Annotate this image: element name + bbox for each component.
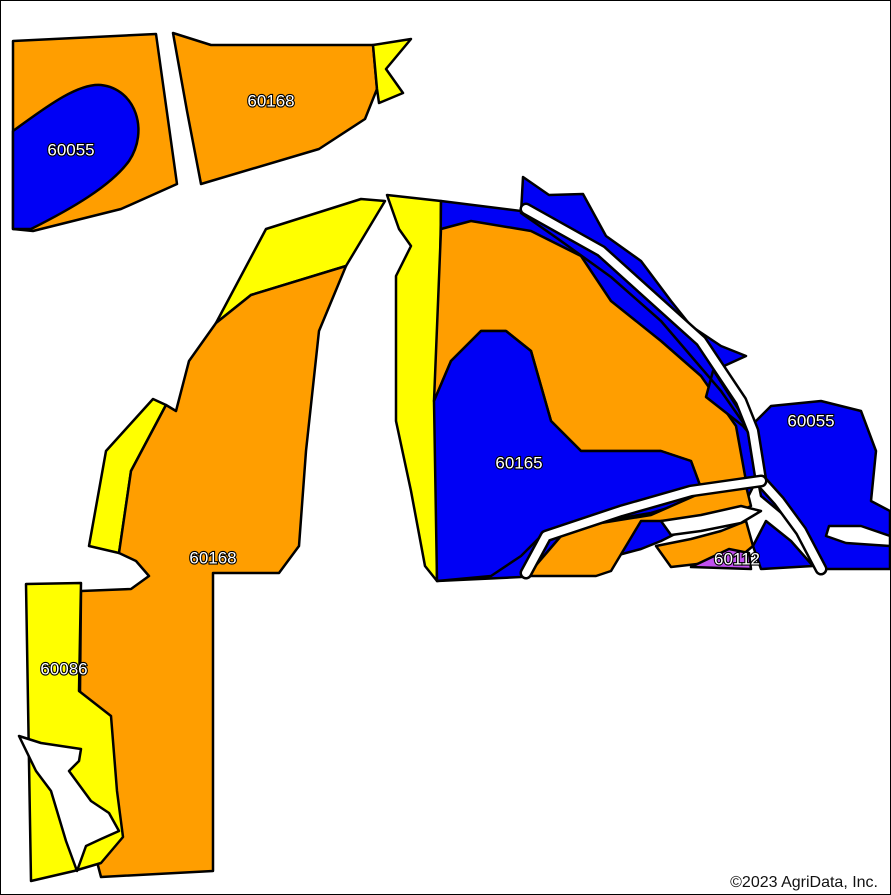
map-label-purple: 60112 (714, 549, 760, 568)
copyright-notice: ©2023 AgriData, Inc. (728, 874, 880, 892)
se-white-notch (659, 504, 763, 537)
soil-polygon-nw-blue[interactable] (11, 83, 140, 231)
sw-white-cutout (17, 734, 121, 873)
soil-polygon-purple[interactable] (689, 547, 753, 571)
road-branch-fill (522, 477, 765, 577)
map-label-sw-yellow: 60086 (40, 659, 87, 678)
map-label-nw-blue: 60055 (47, 140, 94, 159)
soil-polygon-n-yellow[interactable] (371, 37, 413, 105)
soil-polygon-n-orange[interactable] (171, 31, 379, 186)
map-label-main-orange: 60168 (189, 548, 236, 567)
map-label-center-blue: 60165 (495, 453, 542, 472)
soil-polygon-se-blue[interactable] (751, 519, 815, 571)
map-label-n-orange: 60168 (247, 91, 294, 110)
soil-polygon-main-orange[interactable] (77, 264, 348, 879)
map-label-east-blue: 60055 (787, 411, 834, 430)
east-white-notch (824, 524, 890, 548)
road-main-fill (522, 205, 825, 573)
soil-polygon-center-yellow[interactable] (385, 193, 443, 583)
soil-polygon-center-blue[interactable] (432, 329, 703, 583)
